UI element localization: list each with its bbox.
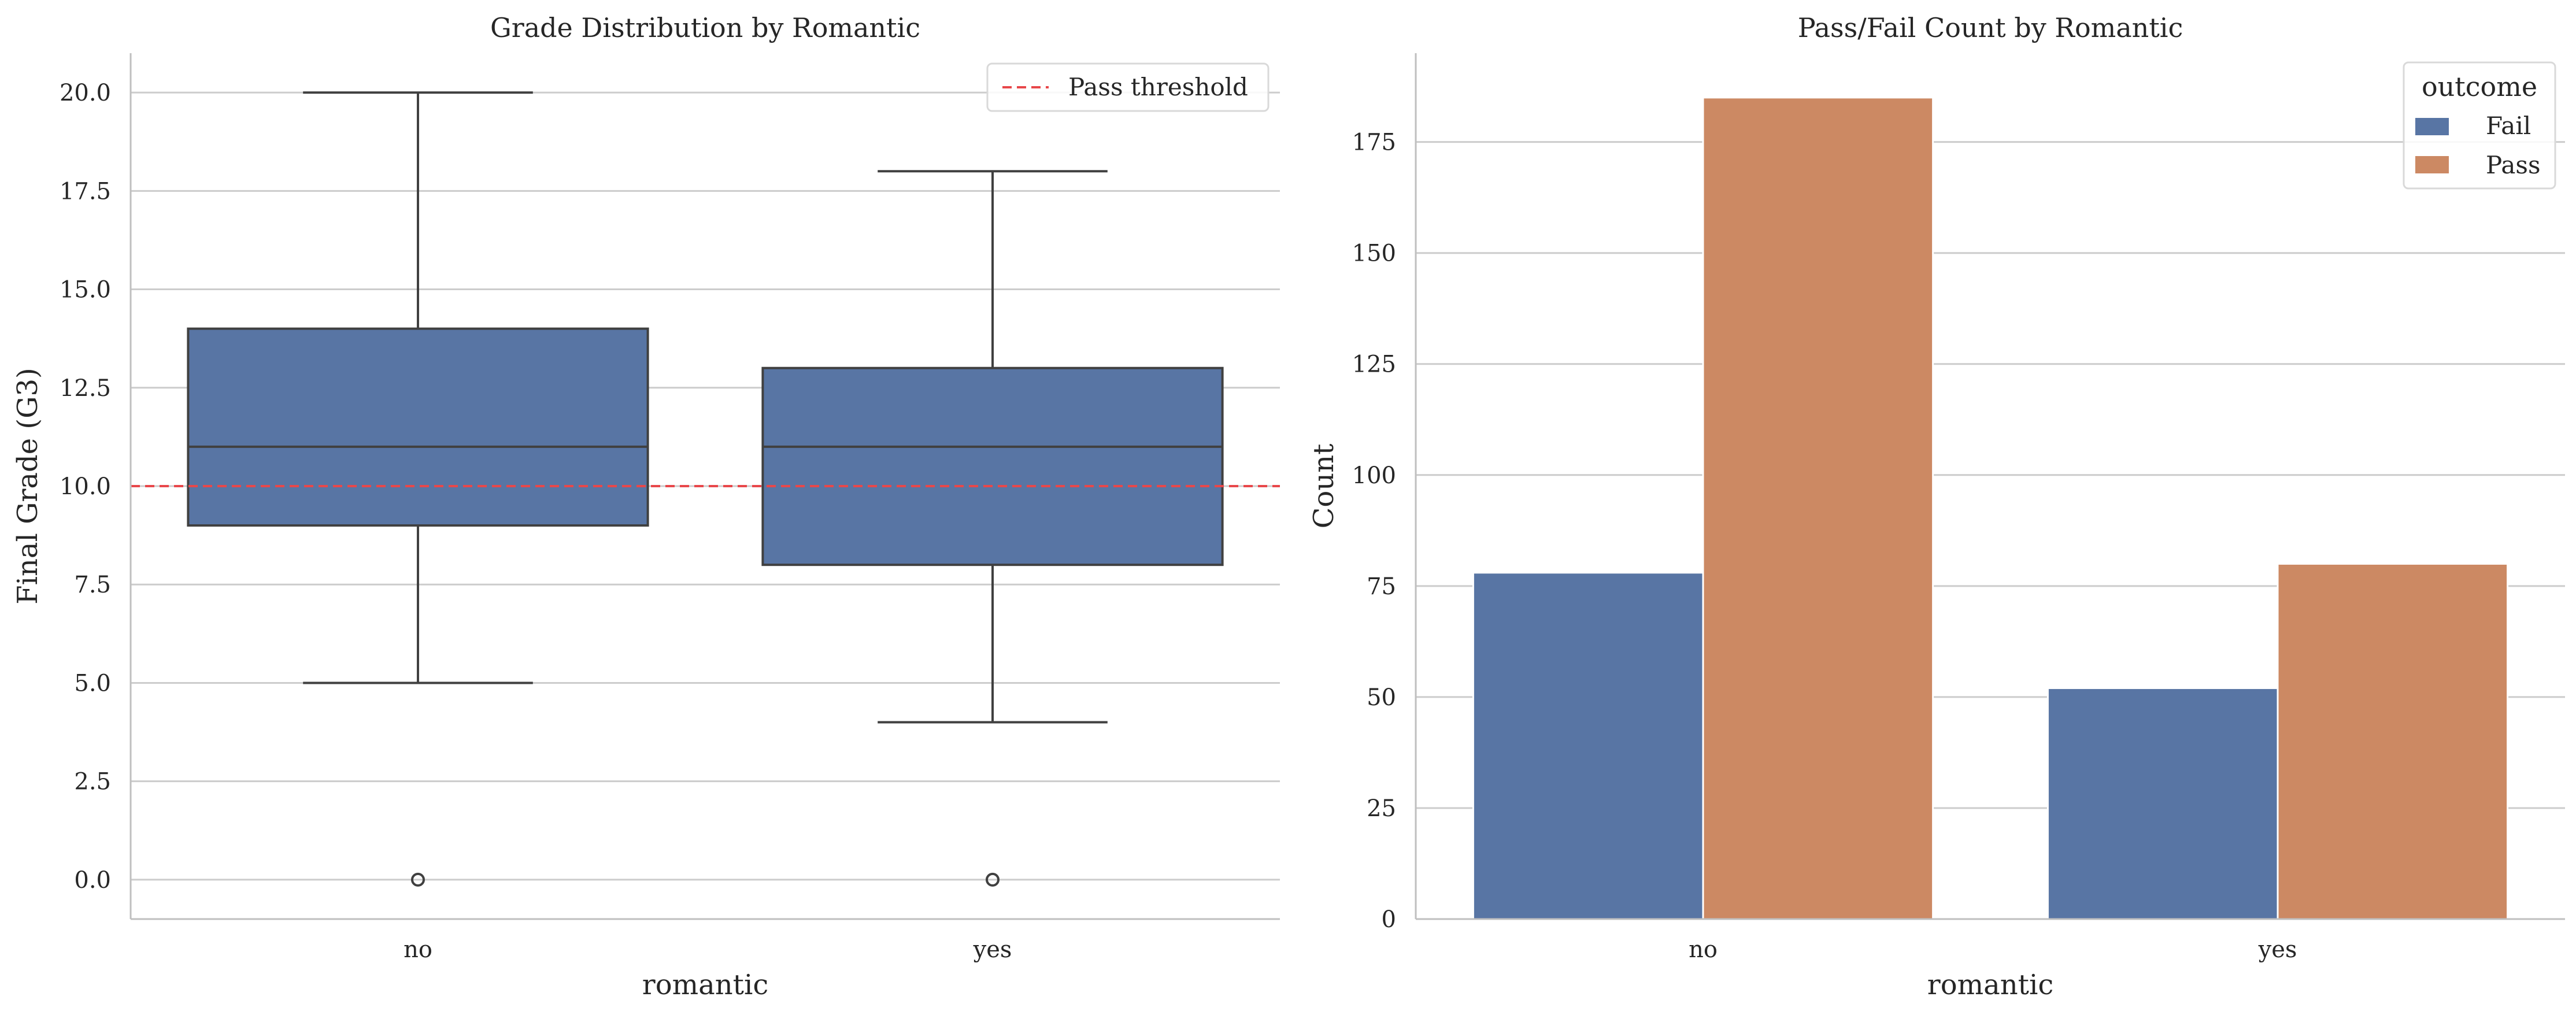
fail-legend-swatch [2415, 118, 2449, 135]
bar-marks [1472, 97, 2509, 920]
box-x-axis-label: romantic [642, 969, 768, 1001]
box-y-tick-labels: 0.0 2.5 5.0 7.5 10.0 12.5 15.0 17.5 20.0 [60, 80, 111, 894]
bar-y-tick-label: 75 [1367, 573, 1396, 600]
bar-y-tick-label: 25 [1367, 795, 1396, 822]
box-legend: Pass threshold [986, 62, 1270, 112]
box-y-tick-label: 5.0 [74, 670, 111, 697]
box-x-tick-label: no [404, 936, 432, 963]
box-marks [131, 91, 1280, 887]
bar-y-tick-label: 175 [1352, 129, 1396, 156]
bar-chart: Pass/Fail Count by Romantic 0 25 50 75 100 12… [1308, 12, 2565, 1001]
box-y-tick-label: 10.0 [60, 473, 111, 500]
bar-x-tick-labels: no yes [1689, 936, 2297, 963]
outlier-point [411, 872, 425, 887]
box-y-tick-label: 17.5 [60, 178, 111, 205]
iqr-box [761, 366, 1224, 566]
pass-legend-label: Pass [2486, 151, 2541, 179]
bar-fail-yes [2046, 687, 2279, 920]
box-y-tick-label: 7.5 [74, 572, 111, 598]
bar-x-tick-label: no [1689, 936, 1718, 963]
box-y-tick-label: 12.5 [60, 375, 111, 402]
box-y-tick-label: 2.5 [74, 769, 111, 795]
box-x-tick-label: yes [973, 936, 1012, 963]
box-y-tick-label: 20.0 [60, 80, 111, 106]
box-yes [761, 170, 1224, 887]
box-x-tick-labels: no yes [404, 936, 1012, 963]
iqr-box [187, 327, 649, 527]
bar-y-tick-label: 50 [1367, 684, 1396, 711]
bar-x-tick-label: yes [2258, 936, 2297, 963]
bar-fail-no [1472, 572, 1704, 920]
bar-y-tick-label: 125 [1352, 351, 1396, 378]
fail-legend-label: Fail [2486, 112, 2531, 140]
bar-y-tick-label: 100 [1352, 462, 1396, 489]
box-chart-title: Grade Distribution by Romantic [490, 12, 920, 43]
pass-legend-swatch [2415, 156, 2449, 173]
bar-x-axis-label: romantic [1927, 969, 2053, 1001]
box-legend-frame [986, 62, 1270, 112]
box-no [187, 91, 649, 887]
bar-chart-title: Pass/Fail Count by Romantic [1798, 12, 2183, 43]
box-chart: Grade Distribution by Romantic 0.0 2.5 5.0… [12, 12, 1280, 1001]
bar-y-tick-label: 150 [1352, 240, 1396, 267]
box-y-axis-label: Final Grade (G3) [12, 368, 44, 604]
box-y-tick-label: 0.0 [74, 867, 111, 894]
box-y-tick-label: 15.0 [60, 277, 111, 303]
bar-y-tick-labels: 0 25 50 75 100 125 150 175 [1352, 129, 1396, 933]
bar-pass-yes [2277, 562, 2509, 920]
pass-threshold-legend-label: Pass threshold [1068, 73, 1248, 101]
bar-pass-no [1702, 97, 1934, 920]
bar-y-tick-label: 0 [1382, 906, 1396, 933]
bar-y-axis-label: Count [1308, 444, 1340, 529]
bar-legend-title: outcome [2422, 71, 2537, 102]
outlier-point [986, 872, 1000, 887]
bar-legend: outcome Fail Pass [2403, 61, 2556, 190]
